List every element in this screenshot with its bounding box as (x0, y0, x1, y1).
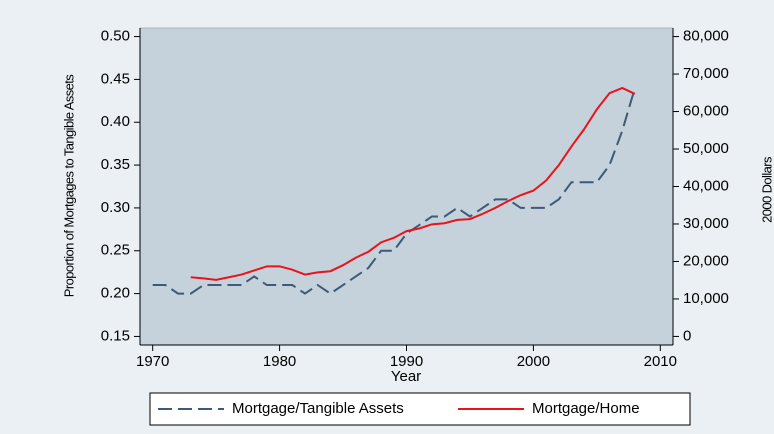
series-line (152, 87, 636, 295)
x-tick-label: 1970 (136, 353, 169, 370)
y-tick-label: 0.20 (101, 285, 130, 302)
y-tick-label: 0.25 (101, 242, 130, 259)
series-line (190, 86, 636, 281)
legend-label: Mortgage/Tangible Assets (232, 400, 404, 417)
y-tick-label: 0.15 (101, 327, 130, 344)
y2-tick-label: 50,000 (683, 140, 729, 157)
y-tick-label: 0.35 (101, 156, 130, 173)
y2-tick-label: 70,000 (683, 65, 729, 82)
y2-axis-label: 2000 Dollars (759, 156, 774, 223)
y-tick-label: 0.50 (101, 28, 130, 45)
y-axis-label: Proportion of Mortgages to Tangible Asse… (61, 74, 76, 298)
y2-tick-label: 40,000 (683, 177, 729, 194)
x-axis-label: Year (391, 368, 421, 385)
legend-label: Mortgage/Home (532, 400, 640, 417)
y2-tick-label: 30,000 (683, 215, 729, 232)
x-tick-label: 2000 (517, 353, 550, 370)
plot-area (139, 27, 674, 346)
x-tick-label: 1980 (263, 353, 296, 370)
legend (149, 392, 691, 426)
y2-tick-label: 10,000 (683, 290, 729, 307)
y2-tick-label: 20,000 (683, 252, 729, 269)
x-tick-label: 1990 (390, 353, 423, 370)
y-tick-label: 0.40 (101, 113, 130, 130)
y-tick-label: 0.45 (101, 70, 130, 87)
y2-tick-label: 60,000 (683, 103, 729, 120)
y2-tick-label: 80,000 (683, 28, 729, 45)
x-tick-label: 2010 (644, 353, 677, 370)
y-tick-label: 0.30 (101, 199, 130, 216)
y2-tick-label: 0 (683, 327, 691, 344)
